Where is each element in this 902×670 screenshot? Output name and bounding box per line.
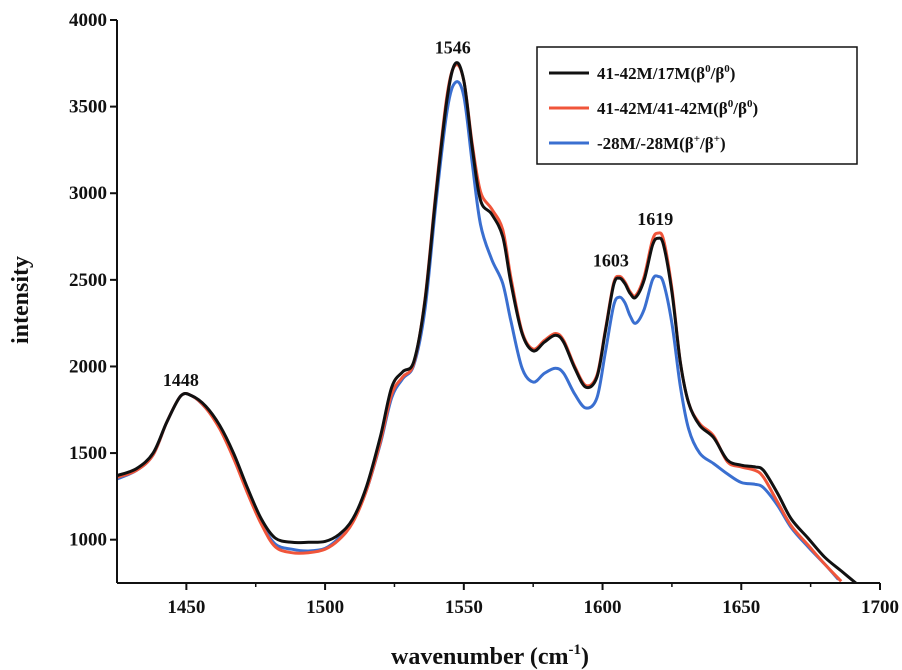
peak-label: 1603 bbox=[593, 250, 629, 270]
x-axis-title-superscript: -1 bbox=[569, 642, 582, 658]
y-axis-title: intensity bbox=[8, 256, 34, 344]
legend-label: 41-42M/41-42M(β0/β0) bbox=[597, 98, 758, 118]
legend-box bbox=[536, 46, 858, 165]
y-tick-label: 2500 bbox=[69, 270, 107, 291]
y-tick-label: 3500 bbox=[69, 97, 107, 118]
x-axis-title-close: ) bbox=[581, 644, 589, 670]
series-line-1 bbox=[117, 61, 859, 583]
x-axis-title-main: wavenumber (cm bbox=[391, 644, 569, 670]
x-tick-label: 1700 bbox=[861, 597, 899, 618]
peak-label: 1448 bbox=[163, 370, 199, 390]
peak-label: 1619 bbox=[637, 209, 673, 229]
y-tick-label: 4000 bbox=[69, 10, 107, 31]
axes-layer: 1000 1500 2000 2500 3000 3500 4000 1450 1500 1550… bbox=[69, 10, 899, 618]
annotation-layer: 1448 1546 1603 1619 bbox=[163, 37, 673, 390]
x-tick-label: 1500 bbox=[306, 597, 344, 618]
y-tick-label: 3000 bbox=[69, 183, 107, 204]
series-layer bbox=[117, 61, 859, 583]
y-tick-label: 1500 bbox=[69, 443, 107, 464]
y-tick-label: 1000 bbox=[69, 530, 107, 551]
legend-label: -28M/-28M(β+/β+) bbox=[597, 133, 726, 153]
x-axis-title: wavenumber (cm-1) bbox=[391, 642, 589, 670]
legend-label: 41-42M/17M(β0/β0) bbox=[597, 63, 735, 83]
x-tick-label: 1600 bbox=[584, 597, 622, 618]
peak-label: 1546 bbox=[435, 37, 471, 57]
x-tick-label: 1650 bbox=[722, 597, 760, 618]
x-tick-label: 1450 bbox=[167, 597, 205, 618]
x-tick-label: 1550 bbox=[445, 597, 483, 618]
legend: 41-42M/17M(β0/β0) 41-42M/41-42M(β0/β0) -28… bbox=[536, 46, 858, 165]
y-tick-label: 2000 bbox=[69, 356, 107, 377]
